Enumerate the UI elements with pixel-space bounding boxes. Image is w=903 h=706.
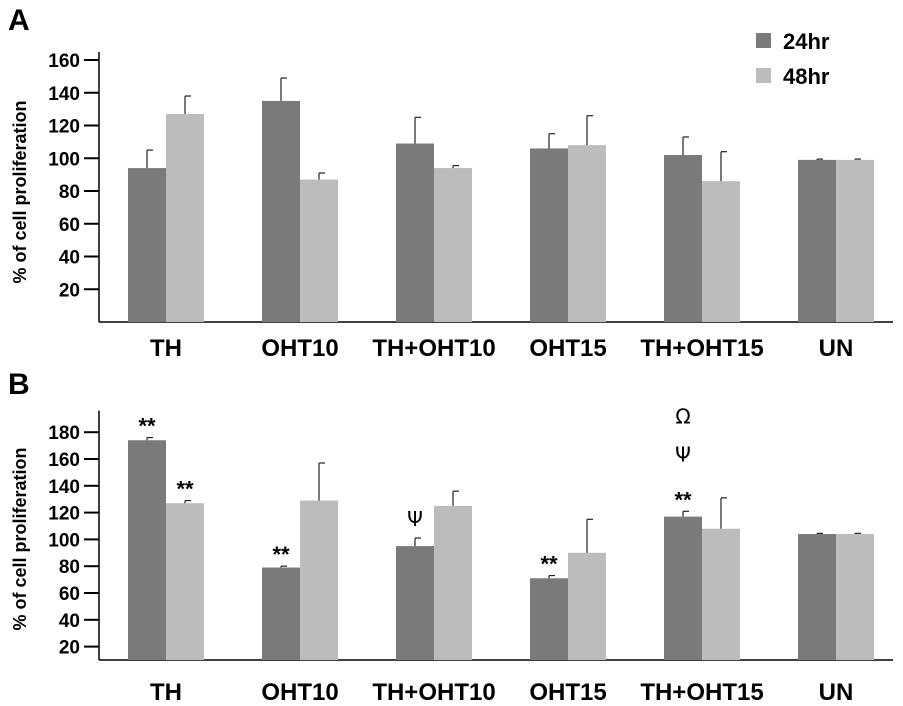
y-axis-label-a: % of cell proliferation (10, 100, 30, 283)
significance-mark-b-0-0: ** (138, 414, 156, 439)
bar-a-48hr-2 (434, 168, 472, 322)
bar-b-24hr-0 (128, 440, 166, 660)
bar-a-48hr-3 (568, 145, 606, 322)
panel-a-label: A (8, 4, 30, 37)
y-tick-label-a-40: 40 (59, 248, 80, 269)
bar-b-48hr-2 (434, 505, 472, 660)
y-tick-label-b-120: 120 (48, 504, 80, 525)
y-tick-label-a-100: 100 (48, 149, 80, 170)
y-tick-label-a-160: 160 (48, 51, 80, 72)
legend-label-24hr: 24hr (783, 29, 830, 54)
x-category-label-b-0: TH (150, 679, 182, 706)
significance-mark-b-5-0: ** (674, 487, 692, 512)
bar-b-48hr-1 (300, 500, 338, 660)
bar-a-24hr-0 (128, 168, 166, 322)
y-tick-label-a-60: 60 (59, 215, 80, 236)
bar-b-24hr-5 (798, 534, 836, 660)
y-axis-label-b: % of cell proliferation (10, 447, 30, 630)
y-tick-label-a-140: 140 (48, 84, 80, 105)
bar-a-24hr-5 (798, 159, 836, 322)
y-tick-label-b-180: 180 (48, 423, 80, 444)
legend-swatch-48hr (756, 68, 771, 83)
x-category-label-b-3: OHT15 (529, 679, 606, 706)
y-tick-label-b-140: 140 (48, 477, 80, 498)
bar-a-48hr-4 (702, 181, 740, 322)
bar-b-24hr-3 (530, 578, 568, 660)
x-category-label-a-2: TH+OHT10 (372, 335, 495, 362)
bar-b-48hr-0 (166, 503, 204, 660)
bar-a-48hr-5 (836, 159, 874, 322)
significance-mark-b-5-1: Ψ (675, 442, 691, 466)
bar-b-24hr-2 (396, 546, 434, 660)
x-category-label-a-4: TH+OHT15 (640, 335, 763, 362)
bar-b-48hr-5 (836, 534, 874, 660)
significance-mark-b-1-0: ** (176, 477, 194, 502)
x-category-label-b-1: OHT10 (261, 679, 338, 706)
x-category-label-b-2: TH+OHT10 (372, 679, 495, 706)
bar-a-24hr-3 (530, 148, 568, 322)
y-tick-label-b-80: 80 (59, 557, 80, 578)
x-category-label-a-3: OHT15 (529, 335, 606, 362)
legend-swatch-24hr (756, 33, 771, 48)
legend-label-48hr: 48hr (783, 64, 830, 89)
bar-b-48hr-3 (568, 552, 606, 660)
panel-a-chart: % of cell proliferation 20 40 60 80 100 120 140… (10, 51, 893, 362)
y-tick-label-a-20: 20 (59, 280, 80, 301)
y-tick-label-b-40: 40 (59, 611, 80, 632)
x-category-label-a-1: OHT10 (261, 335, 338, 362)
panel-b-label: B (8, 368, 30, 401)
significance-mark-b-3-0: Ψ (407, 507, 423, 531)
bar-b-24hr-1 (262, 567, 300, 660)
significance-mark-b-4-0: ** (540, 552, 558, 577)
x-category-label-a-0: TH (150, 335, 182, 362)
bar-a-24hr-4 (664, 154, 702, 322)
significance-mark-b-5-2: Ω (675, 404, 690, 428)
x-category-label-b-4: TH+OHT15 (640, 679, 763, 706)
significance-mark-b-2-0: ** (272, 542, 290, 567)
bar-a-24hr-2 (396, 143, 434, 322)
bar-b-48hr-4 (702, 528, 740, 660)
y-tick-label-a-80: 80 (59, 182, 80, 203)
panel-b-chart: % of cell proliferation 20 40 60 80 100 120 140… (10, 404, 893, 706)
y-tick-label-b-100: 100 (48, 530, 80, 551)
x-category-label-a-5: UN (819, 335, 854, 362)
bar-a-24hr-1 (262, 100, 300, 322)
y-tick-label-b-20: 20 (59, 638, 80, 659)
bar-a-48hr-0 (166, 114, 204, 322)
legend: 24hr 48hr (756, 29, 830, 89)
y-tick-label-a-120: 120 (48, 117, 80, 138)
x-category-label-b-5: UN (819, 679, 854, 706)
bar-b-24hr-4 (664, 516, 702, 660)
y-tick-label-b-60: 60 (59, 584, 80, 605)
y-tick-label-b-160: 160 (48, 450, 80, 471)
bar-a-48hr-1 (300, 179, 338, 322)
